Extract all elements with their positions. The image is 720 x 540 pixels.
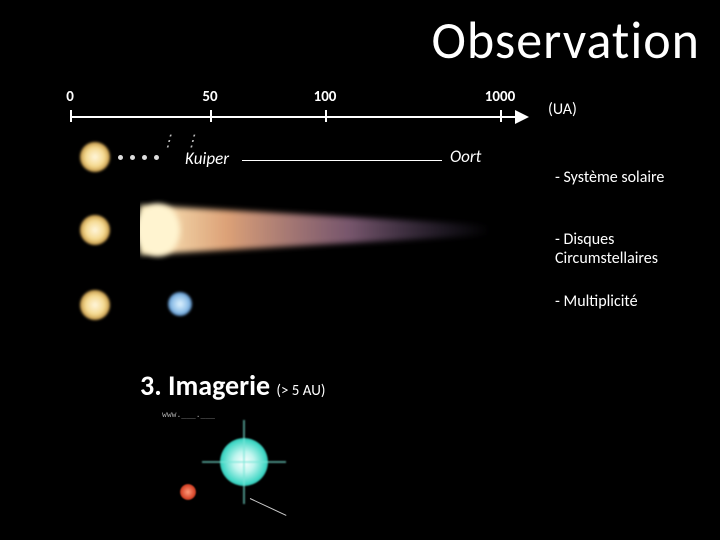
axis-tick-label: 100 (314, 88, 337, 106)
star-icon (80, 290, 110, 320)
companion-star-icon (168, 292, 192, 316)
axis-tick-label: 50 (202, 88, 217, 106)
axis-tick (500, 110, 502, 122)
scale-axis: 0 50 100 1000 (70, 108, 540, 126)
section-heading: 3. Imagerie (> 5 AU) (140, 368, 325, 403)
oort-label: Oort (450, 146, 481, 167)
image-watermark: www.___.___ (162, 410, 215, 419)
page-title: Observation (431, 8, 700, 72)
axis-tick (325, 110, 327, 122)
planet-dot-icon (130, 155, 135, 160)
list-item-solar-system: - Système solaire (555, 168, 664, 187)
star-icon (80, 215, 110, 245)
kuiper-label: Kuiper (185, 148, 229, 169)
section-heading-sub: (> 5 AU) (276, 382, 325, 400)
axis-tick (210, 110, 212, 122)
planet-dot-icon (154, 155, 159, 160)
section-heading-text: 3. Imagerie (140, 368, 276, 403)
axis-unit-label: (UA) (548, 100, 577, 119)
companion-red-icon (180, 484, 196, 500)
star-icon (80, 142, 110, 172)
imaging-example-panel: www.___.___ (140, 408, 315, 528)
primary-star-icon (220, 438, 268, 486)
slide: Observation 0 50 100 1000 (UA) ⋮ ⋮ Kuipe… (0, 0, 720, 540)
axis-line (70, 116, 515, 118)
planet-dot-icon (118, 155, 123, 160)
list-item-circumstellar-disks: - Disques Circumstellaires (555, 230, 720, 268)
planet-dot-icon (142, 155, 147, 160)
kuiper-line (242, 160, 442, 161)
axis-tick-label: 0 (66, 88, 74, 106)
list-item-multiplicity: - Multiplicité (555, 292, 638, 311)
axis-tick-label: 1000 (485, 88, 515, 106)
axis-tick (70, 110, 72, 122)
axis-arrow-icon (515, 110, 529, 124)
annotation-line-icon (250, 498, 287, 516)
